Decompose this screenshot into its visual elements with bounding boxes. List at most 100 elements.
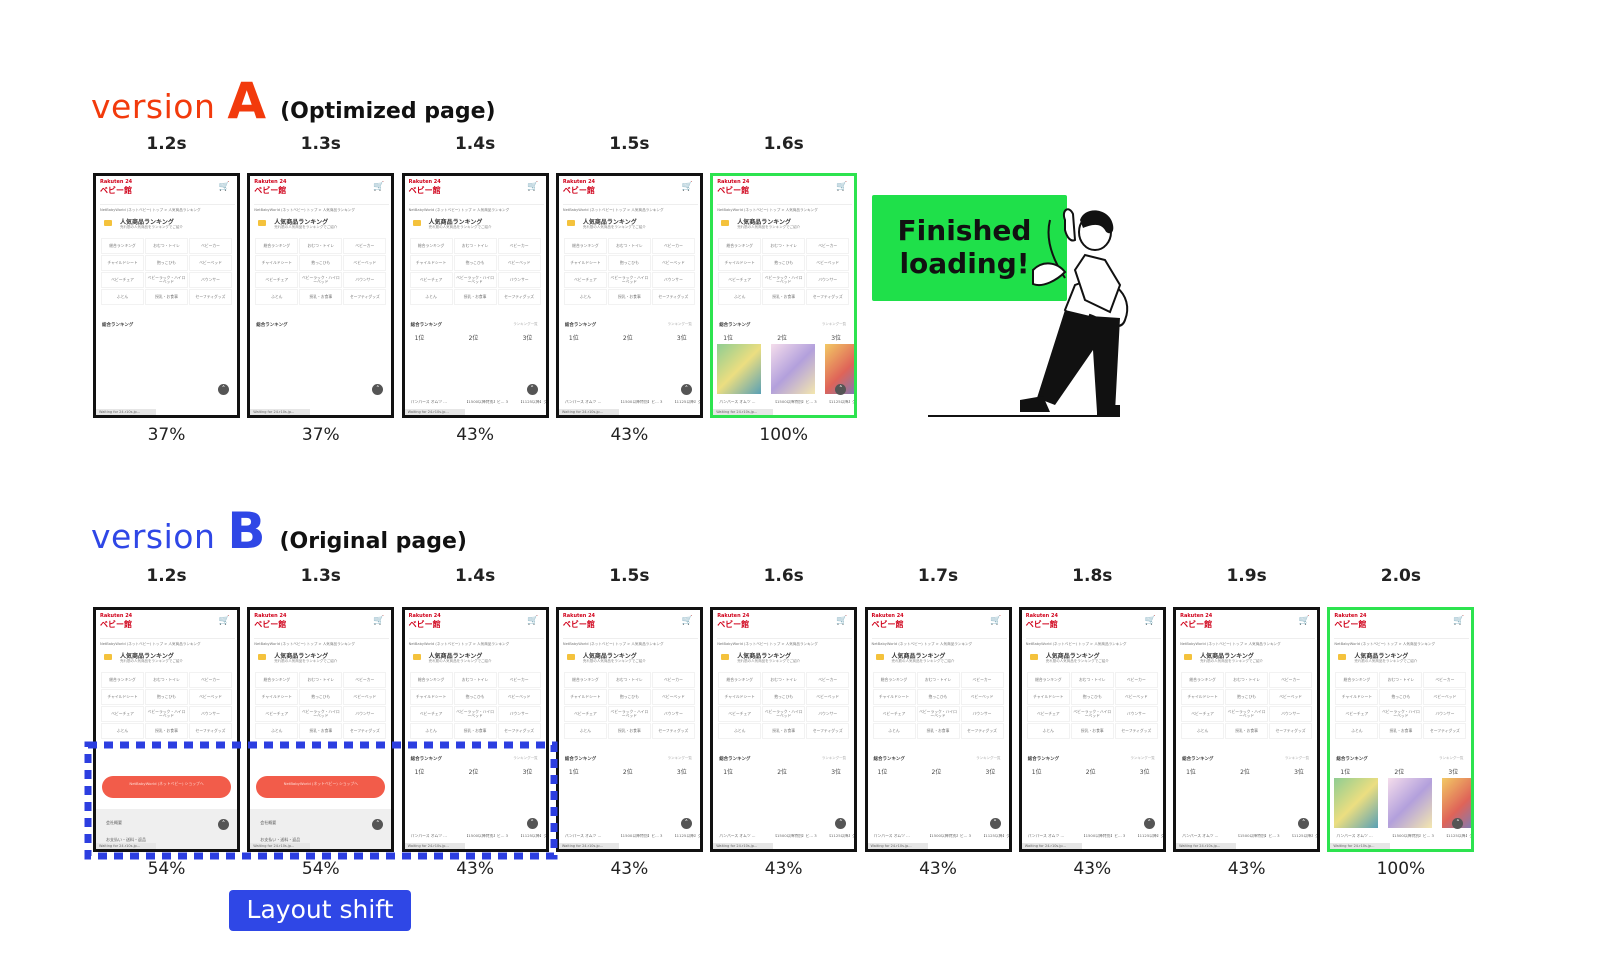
- category-item: 抱っこひも: [299, 689, 343, 705]
- rank-position: 3位: [985, 769, 996, 776]
- cart-icon: 🛒: [681, 182, 693, 192]
- category-item: セーフティグッズ: [651, 289, 695, 305]
- filmstrip-frame: Rakuten 24 ベビー館 🛒 NetBabyWorld (ネットベビー) …: [864, 607, 1012, 852]
- loading-status: Waiting for 24.r10s.jp...: [1021, 843, 1082, 849]
- category-grid: 総合ランキング おむつ・トイレ ベビーカー チャイルドシート 抱っこひも ベビーベッド ベビ…: [563, 672, 695, 739]
- frame-time: 1.6s: [763, 134, 804, 154]
- crown-icon: [104, 654, 112, 660]
- category-item: 総合ランキング: [409, 238, 453, 254]
- category-item: バウンサー: [651, 272, 695, 288]
- category-item: ベビーカー: [343, 672, 387, 688]
- brand-logo-top: Rakuten 24: [717, 179, 750, 185]
- ranking-heading: 総合ランキング: [1336, 757, 1368, 762]
- product-caption: パンパース オムツ ...: [719, 400, 756, 404]
- category-item: ふとん: [718, 289, 762, 305]
- breadcrumb: NetBabyWorld (ネットベビー) トップ > 人気商品ランキング: [254, 638, 390, 647]
- brand-logo: ベビー館: [100, 620, 132, 629]
- category-item: ベビーチェア: [1335, 706, 1379, 722]
- category-grid: 総合ランキング おむつ・トイレ ベビーカー チャイルドシート 抱っこひも ベビーベッド ベビ…: [409, 672, 541, 739]
- breadcrumb: NetBabyWorld (ネットベビー) トップ > 人気商品ランキング: [100, 204, 235, 213]
- rank-position: 2位: [622, 335, 633, 342]
- frame-progress: 43%: [1073, 859, 1112, 879]
- breadcrumb: NetBabyWorld (ネットベビー) トップ > 人気商品ランキング: [717, 638, 853, 647]
- page-title: 人気商品ランキング: [428, 219, 483, 226]
- crown-icon: [875, 654, 884, 660]
- brand-logo-top: Rakuten 24: [1180, 613, 1213, 619]
- product-caption: 【1125以降】グーン...: [1135, 834, 1165, 838]
- category-item: 授乳・お食事: [1070, 723, 1114, 739]
- product-caption: 【1125以降】グーン...: [1444, 834, 1474, 838]
- loading-status: Waiting for 24.r10s.jp...: [713, 409, 774, 415]
- filmstrip-frame: Rakuten 24 ベビー館 🛒 NetBabyWorld (ネットベビー) …: [710, 607, 858, 852]
- brand-logo-top: Rakuten 24: [562, 613, 596, 619]
- crown-icon: [566, 220, 575, 226]
- category-item: ベビーベッド: [189, 255, 232, 271]
- category-item: 授乳・お食事: [453, 723, 497, 739]
- product-caption: 【1500以降特別】ビ... 3【メリーズ おむつ...: [773, 834, 817, 838]
- brand-logo: ベビー館: [871, 620, 904, 629]
- ranking-heading: 総合ランキング: [410, 323, 442, 328]
- page-title: 人気商品ランキング: [120, 219, 174, 226]
- category-item: ベビーカー: [497, 238, 541, 254]
- category-item: セーフティグッズ: [343, 289, 387, 305]
- category-item: チャイルドシート: [718, 689, 762, 705]
- cart-icon: 🛒: [527, 616, 539, 626]
- rank-position: 1位: [877, 769, 888, 776]
- product-caption: パンパース オムツ ...: [873, 834, 910, 838]
- category-item: 総合ランキング: [872, 672, 916, 688]
- product-caption: 【1500以降特別】ビ... 3【メリーズ おむつ...: [927, 834, 972, 838]
- frame-progress: 100%: [1376, 859, 1426, 879]
- category-item: ベビーチェア: [101, 706, 144, 722]
- rank-position: 1位: [414, 335, 425, 342]
- breadcrumb: NetBabyWorld (ネットベビー) トップ > 人気商品ランキング: [1025, 638, 1161, 647]
- ranking-heading: 総合ランキング: [256, 323, 288, 328]
- category-item: バウンサー: [343, 272, 387, 288]
- breadcrumb: NetBabyWorld (ネットベビー) トップ > 人気商品ランキング: [562, 204, 698, 213]
- crown-icon: [1029, 654, 1038, 660]
- product-caption: パンパース オムツ ...: [564, 834, 602, 838]
- scroll-top-icon: ˄: [835, 818, 847, 829]
- rank-position: 2位: [1394, 769, 1405, 776]
- breadcrumb: NetBabyWorld (ネットベビー) トップ > 人気商品ランキング: [717, 204, 853, 213]
- category-item: ベビーチェア: [255, 706, 299, 722]
- brand-logo-top: Rakuten 24: [408, 179, 441, 185]
- rank-position: 1位: [1186, 769, 1196, 776]
- product-caption: 【1125以降】グーン...: [518, 834, 548, 838]
- category-item: チャイルドシート: [563, 255, 607, 271]
- ranking-heading: 総合ランキング: [1182, 757, 1214, 762]
- category-item: ベビーカー: [806, 672, 850, 688]
- category-item: ベビーカー: [651, 672, 695, 688]
- rank-position: 2位: [622, 769, 633, 776]
- page-subtitle: 売れ筋の人気商品をランキングでご紹介: [428, 659, 492, 663]
- footer: 会社概要 お支払い・送料・返品: [96, 809, 237, 849]
- page-title: 人気商品ランキング: [582, 653, 637, 660]
- frame-time: 1.6s: [763, 566, 804, 586]
- breadcrumb: NetBabyWorld (ネットベビー) トップ > 人気商品ランキング: [408, 204, 544, 213]
- category-item: ベビーチェア: [409, 272, 453, 288]
- category-item: おむつ・トイレ: [299, 238, 343, 254]
- page-title: 人気商品ランキング: [274, 219, 329, 226]
- cart-icon: 🛒: [1453, 616, 1465, 626]
- category-item: おむつ・トイレ: [1070, 672, 1114, 688]
- breadcrumb: NetBabyWorld (ネットベビー) トップ > 人気商品ランキング: [1334, 638, 1470, 647]
- category-item: 抱っこひも: [916, 689, 960, 705]
- category-item: ベビーラック・ハイローベッド: [1070, 706, 1114, 722]
- category-item: ベビーラック・ハイローベッド: [453, 272, 497, 288]
- crown-icon: [721, 220, 730, 226]
- category-item: ふとん: [563, 723, 607, 739]
- ranking-heading: 総合ランキング: [873, 757, 905, 762]
- footer-links: お支払い・送料・返品: [260, 837, 301, 842]
- frame-time: 1.3s: [300, 566, 341, 586]
- category-item: おむつ・トイレ: [607, 238, 651, 254]
- category-item: ベビーカー: [651, 238, 695, 254]
- frame-time: 1.5s: [609, 566, 650, 586]
- brand-logo-top: Rakuten 24: [254, 179, 287, 185]
- category-item: ベビーカー: [960, 672, 1004, 688]
- product-caption: 【1500以降特別】ビ... 3【メリーズ おむつ...: [1390, 834, 1434, 838]
- category-item: ベビーベッド: [651, 255, 695, 271]
- category-item: 授乳・お食事: [762, 289, 806, 305]
- category-item: ベビーラック・ハイローベッド: [607, 706, 651, 722]
- page-subtitle: 売れ筋の人気商品をランキングでご紹介: [1045, 659, 1109, 663]
- category-item: バウンサー: [189, 272, 232, 288]
- category-item: ベビーラック・ハイローベッド: [1379, 706, 1423, 722]
